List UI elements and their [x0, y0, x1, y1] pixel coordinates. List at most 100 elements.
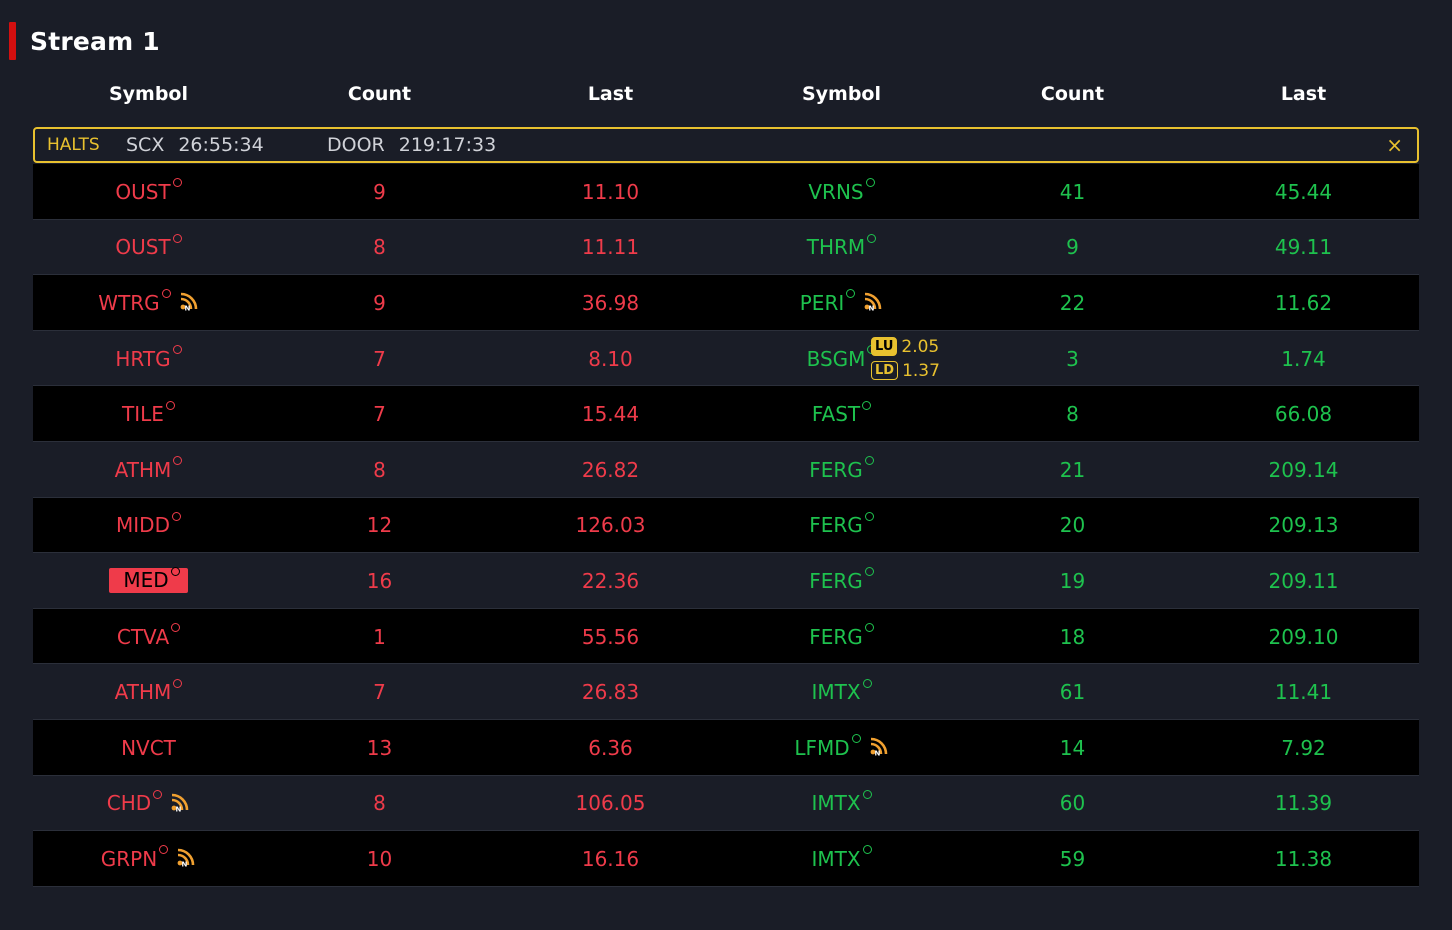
- news-feed-icon[interactable]: N: [176, 847, 196, 872]
- news-feed-icon[interactable]: N: [179, 291, 199, 316]
- close-icon[interactable]: ×: [1386, 133, 1403, 157]
- symbol-cell[interactable]: VRNS: [726, 164, 957, 220]
- symbol[interactable]: FERG: [809, 623, 874, 649]
- symbol-text: MED: [123, 568, 169, 593]
- symbol[interactable]: THRM: [807, 233, 877, 259]
- symbol-cell[interactable]: IMTX: [726, 664, 957, 720]
- table-row[interactable]: WTRG N 9 36.98 PERI N 22 11.62: [33, 275, 1419, 331]
- symbol-cell[interactable]: MED: [33, 553, 264, 609]
- symbol[interactable]: CHD: [107, 789, 163, 815]
- circle-indicator-icon: [864, 567, 874, 577]
- symbol[interactable]: VRNS: [808, 178, 875, 204]
- symbol-cell[interactable]: CHD N: [33, 776, 264, 832]
- symbol-cell[interactable]: ATHM: [33, 442, 264, 498]
- table-row[interactable]: OUST 9 11.10 VRNS 41 45.44: [33, 164, 1419, 220]
- halt-item[interactable]: SCX 26:55:34: [126, 134, 327, 156]
- symbol[interactable]: FERG: [809, 511, 874, 537]
- symbol-text: OUST: [115, 235, 171, 260]
- limit-down-badge: LD: [871, 361, 899, 381]
- news-feed-icon[interactable]: N: [863, 291, 883, 316]
- table-row[interactable]: NVCT 13 6.36 LFMD N 14 7.92: [33, 719, 1419, 776]
- symbol[interactable]: LFMD: [794, 734, 861, 760]
- count-cell: 10: [366, 846, 393, 871]
- count-cell: 19: [1059, 568, 1086, 593]
- symbol-cell[interactable]: FAST: [726, 386, 957, 442]
- symbol-cell[interactable]: THRM: [726, 220, 957, 276]
- table-row[interactable]: OUST 8 11.11 THRM 9 49.11: [33, 219, 1419, 276]
- symbol-cell[interactable]: LFMD N: [726, 720, 957, 776]
- count-cell: 21: [1059, 457, 1086, 482]
- table-row[interactable]: HRTG 7 8.10 BSGM LU 2.05 LD 1.37 3 1.74: [33, 330, 1419, 387]
- symbol[interactable]: WTRG: [98, 289, 171, 315]
- symbol-cell[interactable]: OUST: [33, 220, 264, 276]
- symbol-cell[interactable]: IMTX: [726, 776, 957, 832]
- symbol-cell[interactable]: MIDD: [33, 498, 264, 554]
- count-cell: 13: [366, 735, 393, 760]
- symbol[interactable]: IMTX: [811, 789, 872, 815]
- symbol[interactable]: MIDD: [116, 511, 181, 537]
- table-row[interactable]: MIDD 12 126.03 FERG 20 209.13: [33, 497, 1419, 554]
- symbol-cell[interactable]: PERI N: [726, 275, 957, 331]
- table-row[interactable]: ATHM 7 26.83 IMTX 61 11.41: [33, 664, 1419, 720]
- symbol[interactable]: FERG: [809, 456, 874, 482]
- symbol[interactable]: GRPN: [100, 845, 169, 871]
- table-row[interactable]: TILE 7 15.44 FAST 8 66.08: [33, 386, 1419, 442]
- symbol[interactable]: PERI: [800, 289, 856, 315]
- column-header-last[interactable]: Last: [1280, 83, 1327, 105]
- symbol-cell[interactable]: CTVA: [33, 609, 264, 665]
- news-feed-icon[interactable]: N: [869, 736, 889, 761]
- symbol[interactable]: IMTX: [811, 845, 872, 871]
- table-row[interactable]: GRPN N 10 16.16 IMTX 59 11.38: [33, 831, 1419, 887]
- symbol-cell[interactable]: FERG: [726, 609, 957, 665]
- symbol[interactable]: OUST: [115, 233, 182, 260]
- symbol-cell[interactable]: OUST: [33, 164, 264, 220]
- symbol-cell[interactable]: FERG: [726, 553, 957, 609]
- symbol[interactable]: FAST: [812, 400, 872, 426]
- symbol[interactable]: ATHM: [115, 456, 183, 482]
- column-header-last[interactable]: Last: [587, 83, 634, 105]
- circle-indicator-icon: [172, 233, 182, 243]
- column-header-count[interactable]: Count: [1040, 83, 1105, 105]
- table-row[interactable]: ATHM 8 26.82 FERG 21 209.14: [33, 441, 1419, 498]
- count-cell: 12: [366, 513, 393, 538]
- symbol-cell[interactable]: TILE: [33, 386, 264, 442]
- symbol[interactable]: ATHM: [115, 678, 183, 704]
- symbol[interactable]: FERG: [809, 567, 874, 593]
- symbol-cell[interactable]: GRPN N: [33, 831, 264, 887]
- symbol-cell[interactable]: FERG: [726, 498, 957, 554]
- symbol[interactable]: OUST: [115, 178, 182, 204]
- last-price-cell: 66.08: [1274, 402, 1333, 427]
- news-feed-icon[interactable]: N: [170, 792, 190, 817]
- circle-indicator-icon: [864, 623, 874, 633]
- count-cell: 8: [1066, 402, 1079, 427]
- symbol-cell[interactable]: WTRG N: [33, 275, 264, 331]
- limit-up-badge: LU: [871, 337, 898, 357]
- symbol-cell[interactable]: BSGM LU 2.05 LD 1.37: [726, 331, 957, 387]
- highlighted-symbol[interactable]: MED: [109, 567, 188, 594]
- symbol-cell[interactable]: FERG: [726, 442, 957, 498]
- symbol-cell[interactable]: IMTX: [726, 831, 957, 887]
- column-header-symbol[interactable]: Symbol: [108, 83, 189, 105]
- column-header-symbol[interactable]: Symbol: [801, 83, 882, 105]
- symbol-text: FERG: [809, 624, 863, 649]
- symbol-text: BSGM: [806, 346, 866, 371]
- symbol[interactable]: HRTG: [115, 345, 182, 371]
- table-row[interactable]: CHD N 8 106.05 IMTX 60 11.39: [33, 775, 1419, 832]
- symbol[interactable]: CTVA: [117, 623, 181, 649]
- circle-indicator-icon: [851, 734, 861, 744]
- table-row[interactable]: MED 16 22.36 FERG 19 209.11: [33, 553, 1419, 609]
- symbol[interactable]: NVCT: [121, 736, 176, 760]
- symbol-text: GRPN: [100, 846, 158, 871]
- symbol[interactable]: TILE: [122, 400, 175, 426]
- column-header-count[interactable]: Count: [347, 83, 412, 105]
- count-cell: 61: [1059, 680, 1086, 705]
- circle-indicator-icon: [159, 845, 169, 855]
- symbol-cell[interactable]: NVCT: [33, 720, 264, 776]
- table-row[interactable]: CTVA 1 55.56 FERG 18 209.10: [33, 608, 1419, 665]
- symbol[interactable]: BSGM: [806, 345, 877, 371]
- count-cell: 59: [1059, 846, 1086, 871]
- symbol-cell[interactable]: HRTG: [33, 331, 264, 387]
- symbol-cell[interactable]: ATHM: [33, 664, 264, 720]
- halt-item[interactable]: DOOR 219:17:33: [327, 134, 496, 156]
- symbol[interactable]: IMTX: [811, 678, 872, 704]
